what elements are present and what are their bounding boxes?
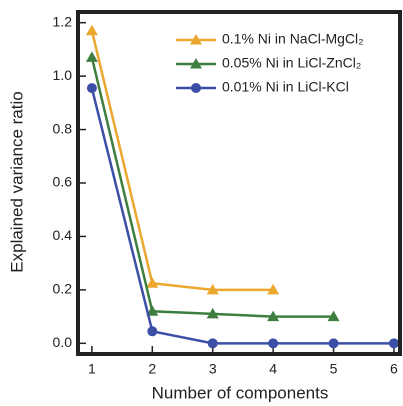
point — [86, 83, 97, 94]
point — [267, 310, 280, 322]
x-tick-label: 5 — [330, 361, 338, 377]
x-axis-title: Number of components — [152, 383, 329, 402]
legend-label: 0.05% Ni in LiCl-ZnCl₂ — [222, 55, 361, 71]
point — [267, 283, 280, 295]
y-axis-title: Explained variance ratio — [7, 91, 26, 272]
legend-marker — [190, 34, 202, 45]
y-tick-label: 1.0 — [53, 67, 73, 83]
y-tick-label: 0.4 — [53, 227, 73, 243]
x-tick-label: 4 — [269, 361, 277, 377]
point — [85, 51, 98, 62]
y-tick-label: 0.6 — [53, 174, 73, 190]
y-tick-label: 0.2 — [53, 281, 73, 297]
series-line — [90, 30, 274, 292]
x-tick-label: 6 — [390, 361, 398, 377]
legend-label: 0.01% Ni in LiCl-KCl — [222, 79, 349, 95]
legend-marker — [191, 83, 201, 93]
series-line — [90, 87, 394, 345]
point — [85, 24, 98, 36]
point — [146, 305, 159, 316]
point — [146, 277, 159, 288]
legend-marker — [190, 58, 202, 69]
legend-label: 0.1% Ni in NaCl-MgCl₂ — [222, 31, 364, 47]
plot-frame — [76, 10, 402, 356]
point — [207, 338, 218, 349]
point — [328, 338, 339, 349]
y-tick-label: 0.8 — [53, 120, 73, 136]
point — [206, 283, 219, 295]
point — [327, 310, 340, 322]
point — [206, 307, 219, 319]
x-tick-label: 2 — [148, 361, 156, 377]
x-tick-label: 3 — [209, 361, 217, 377]
y-tick-label: 0.0 — [53, 334, 73, 350]
x-tick-label: 1 — [88, 361, 96, 377]
point — [147, 326, 158, 337]
point — [388, 338, 399, 349]
point — [268, 338, 279, 349]
y-tick-label: 1.2 — [53, 13, 73, 29]
